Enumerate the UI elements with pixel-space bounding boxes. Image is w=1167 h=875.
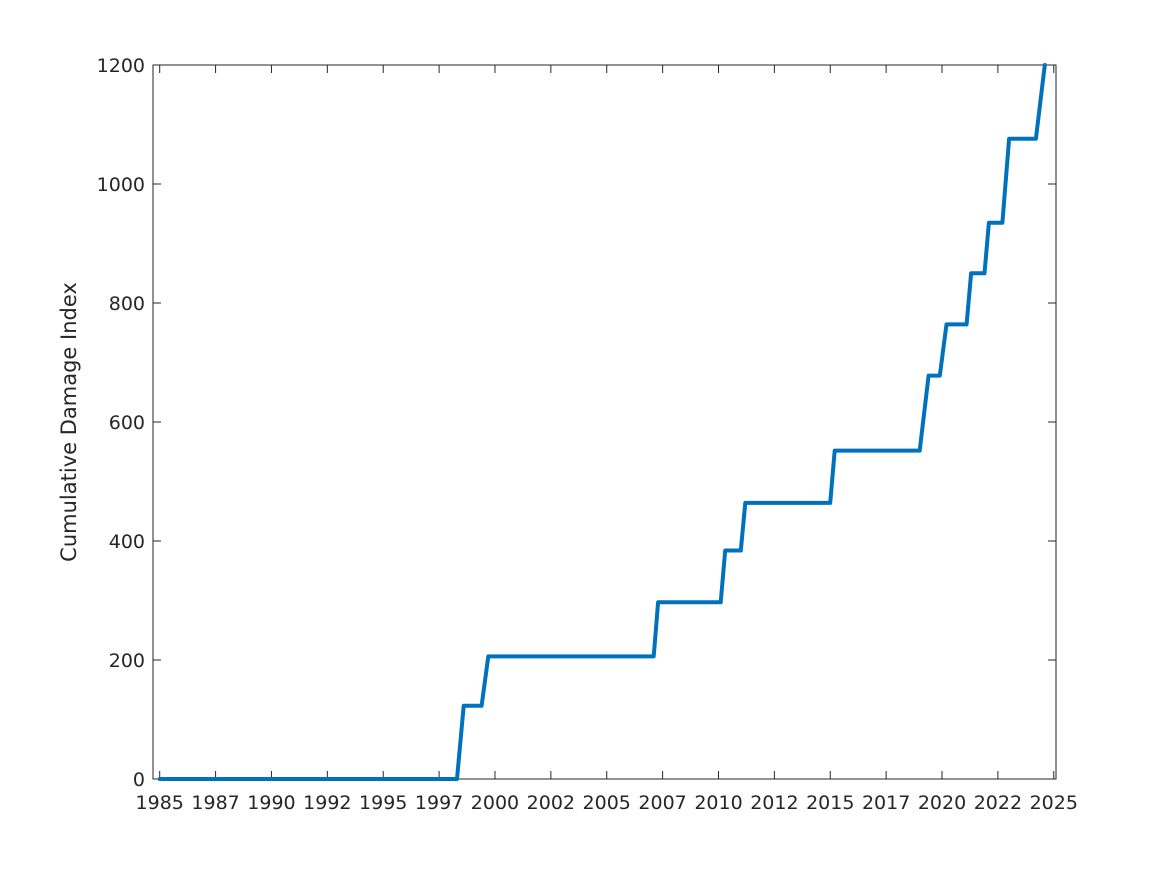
x-tick-label: 2005	[583, 792, 631, 814]
y-tick-label: 400	[109, 531, 145, 553]
y-tick-label: 600	[109, 412, 145, 434]
x-tick-label: 2007	[638, 792, 686, 814]
x-axis-ticks: 1985 1987 1990 1992 1995 1997 2000 2002 2005 2007…	[136, 65, 1078, 814]
x-tick-label: 2025	[1030, 792, 1078, 814]
x-tick-label: 2020	[918, 792, 966, 814]
x-tick-label: 1992	[303, 792, 351, 814]
x-tick-label: 2000	[471, 792, 519, 814]
x-tick-label: 2012	[750, 792, 798, 814]
y-tick-label: 200	[109, 650, 145, 672]
x-tick-label: 2017	[862, 792, 910, 814]
y-tick-label: 0	[133, 769, 145, 791]
series-layer	[157, 63, 1047, 781]
y-tick-label: 800	[109, 293, 145, 315]
x-tick-label: 2002	[527, 792, 575, 814]
y-axis-label: Cumulative Damage Index	[57, 282, 81, 562]
y-axis-ticks: 0 200 400 600 800 1000 1200	[97, 55, 1056, 791]
x-tick-label: 1987	[191, 792, 239, 814]
y-tick-label: 1000	[97, 174, 145, 196]
x-tick-label: 2015	[806, 792, 854, 814]
x-tick-label: 2010	[694, 792, 742, 814]
x-tick-label: 1995	[359, 792, 407, 814]
plot-area	[152, 64, 1057, 780]
y-tick-label: 1200	[97, 55, 145, 77]
x-tick-label: 1997	[415, 792, 463, 814]
x-tick-label: 1990	[247, 792, 295, 814]
series-line-0	[157, 63, 1047, 781]
x-tick-label: 1985	[136, 792, 184, 814]
x-tick-label: 2022	[974, 792, 1022, 814]
